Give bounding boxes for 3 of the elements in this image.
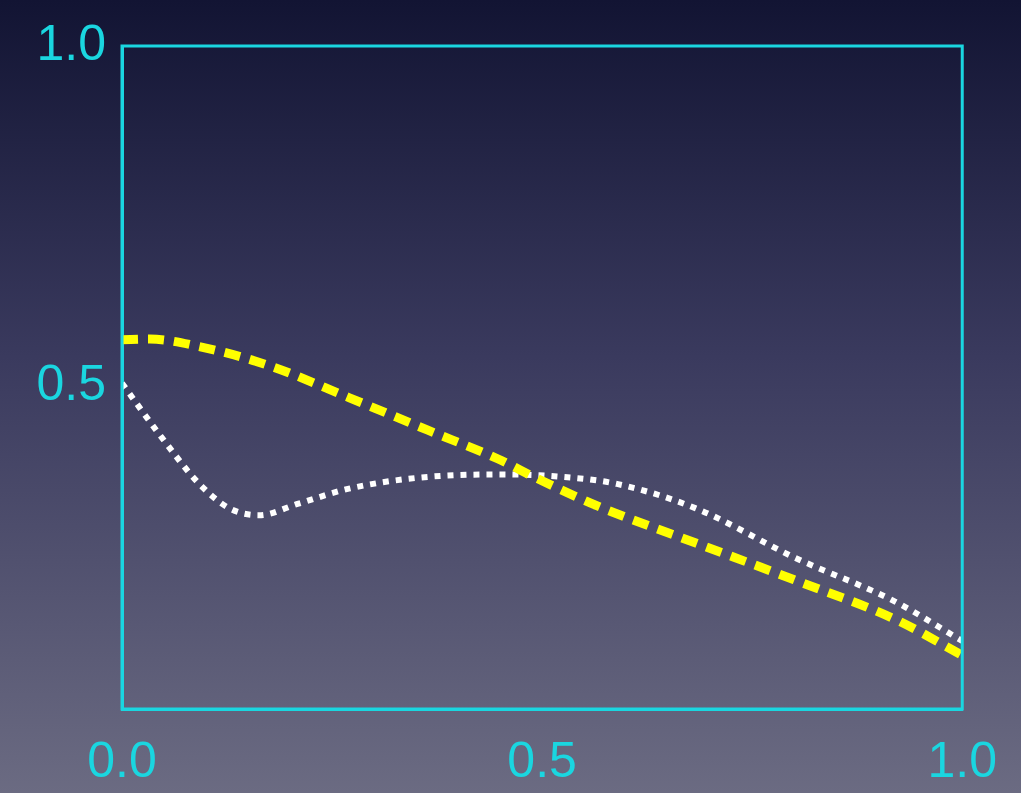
x-tick-label: 0.0 [87, 731, 157, 788]
x-tick-label: 0.5 [507, 731, 577, 788]
x-tick-label: 1.0 [927, 731, 997, 788]
